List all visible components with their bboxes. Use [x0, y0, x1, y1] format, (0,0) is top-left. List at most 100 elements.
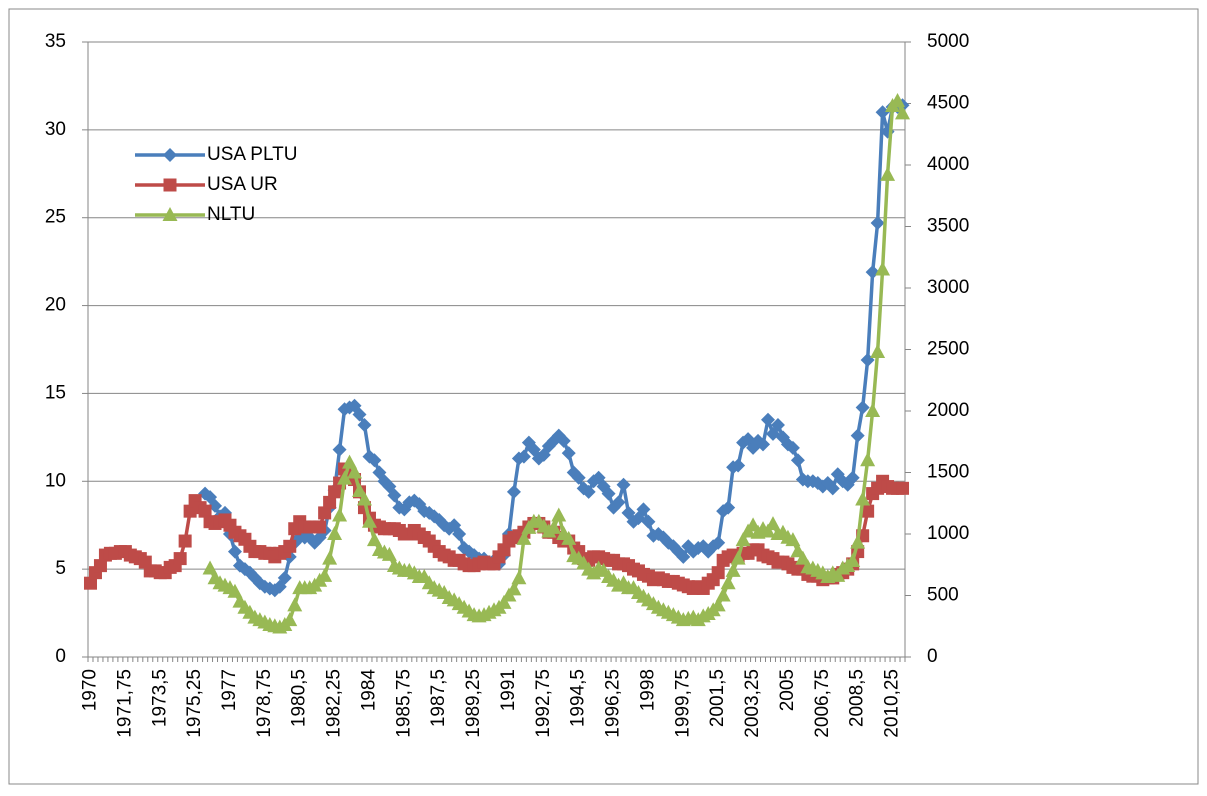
- data-point: [247, 570, 262, 585]
- x-tick-label: 1982,25: [324, 669, 345, 738]
- x-tick-label: 1980,5: [289, 669, 310, 727]
- y-tick-label: 10: [45, 470, 66, 491]
- data-point: [198, 504, 212, 518]
- data-point: [611, 495, 626, 510]
- data-point: [795, 550, 811, 565]
- x-tick-label: 1973,5: [149, 669, 170, 727]
- data-point: [830, 567, 846, 582]
- data-point: [715, 587, 731, 602]
- data-point: [870, 343, 886, 358]
- data-point: [711, 566, 725, 580]
- data-point: [227, 583, 243, 598]
- data-point: [183, 504, 197, 518]
- x-tick-label: 1970: [80, 669, 101, 711]
- data-point: [875, 261, 891, 276]
- data-point: [721, 500, 736, 515]
- data-point: [282, 612, 298, 627]
- data-point: [710, 597, 726, 612]
- y-tick-label: 25: [45, 207, 66, 228]
- x-tick-label: 1994,5: [568, 669, 589, 727]
- y2-tick-label: 4000: [927, 154, 969, 175]
- x-tick-label: 1975,25: [184, 669, 205, 738]
- data-point: [760, 523, 776, 538]
- x-tick-label: 1984: [358, 669, 379, 712]
- y2-tick-label: 2000: [927, 400, 969, 421]
- data-point: [890, 93, 906, 108]
- y2-tick-label: 500: [927, 585, 959, 606]
- data-point: [173, 552, 187, 566]
- data-point: [616, 477, 631, 492]
- data-point: [337, 470, 353, 485]
- data-point: [636, 502, 651, 517]
- data-point: [556, 433, 571, 448]
- data-point: [875, 105, 890, 120]
- y2-tick-label: 0: [927, 646, 938, 667]
- x-tick-label: 1978,75: [254, 669, 275, 738]
- data-point: [93, 559, 107, 573]
- data-point: [381, 546, 397, 561]
- data-point: [731, 458, 746, 473]
- data-point: [361, 513, 377, 528]
- y-tick-label: 20: [45, 295, 66, 316]
- data-point: [283, 539, 297, 553]
- y2-tick-label: 1000: [927, 523, 969, 544]
- x-tick-label: 1999,75: [672, 669, 693, 738]
- data-point: [357, 418, 372, 433]
- data-point: [83, 576, 97, 590]
- data-point: [581, 484, 596, 499]
- y2-tick-label: 2500: [927, 339, 969, 360]
- y-tick-label: 30: [45, 119, 66, 140]
- data-point: [352, 482, 368, 497]
- data-point: [561, 446, 576, 461]
- x-tick-label: 1977: [219, 669, 240, 711]
- legend-marker: [163, 148, 177, 162]
- legend-label: USA PLTU: [207, 144, 297, 165]
- data-point: [322, 550, 338, 565]
- legend-marker: [162, 207, 178, 221]
- y2-tick-label: 4500: [927, 93, 969, 114]
- x-tick-label: 2003,25: [742, 669, 763, 738]
- data-point: [387, 488, 402, 503]
- data-point: [511, 570, 527, 585]
- data-point: [506, 581, 522, 596]
- data-point: [895, 105, 911, 120]
- x-tick-label: 1989,25: [463, 669, 484, 738]
- data-point: [327, 526, 343, 540]
- x-tick-label: 1998: [637, 669, 658, 711]
- data-point: [323, 495, 337, 509]
- y2-tick-label: 3500: [927, 216, 969, 237]
- y2-tick-label: 1500: [927, 462, 969, 483]
- data-point: [546, 519, 562, 534]
- data-point: [855, 491, 871, 506]
- legend-label: NLTU: [207, 204, 255, 225]
- data-point: [865, 403, 881, 417]
- x-tick-label: 1992,75: [533, 669, 554, 738]
- x-tick-label: 2005: [777, 669, 798, 711]
- x-tick-label: 2006,75: [812, 669, 833, 738]
- data-point: [366, 532, 382, 547]
- data-point: [730, 550, 746, 565]
- data-point: [870, 215, 885, 230]
- data-point: [561, 530, 577, 545]
- x-tick-label: 1991: [498, 669, 519, 711]
- data-point: [825, 481, 840, 496]
- data-point: [896, 481, 910, 495]
- y2-tick-label: 5000: [927, 31, 969, 52]
- data-point: [641, 514, 656, 529]
- y-tick-label: 15: [45, 382, 66, 403]
- data-point: [756, 437, 771, 452]
- data-point: [601, 486, 616, 501]
- data-point: [850, 428, 865, 443]
- data-point: [861, 504, 875, 518]
- data-point: [785, 440, 800, 455]
- data-point: [765, 516, 781, 531]
- x-tick-label: 1996,25: [603, 669, 624, 738]
- data-point: [865, 265, 880, 280]
- data-point: [860, 452, 876, 467]
- data-point: [208, 498, 223, 513]
- data-point: [761, 412, 776, 427]
- chart-border: [8, 8, 1199, 785]
- data-point: [277, 570, 292, 585]
- data-point: [735, 532, 751, 547]
